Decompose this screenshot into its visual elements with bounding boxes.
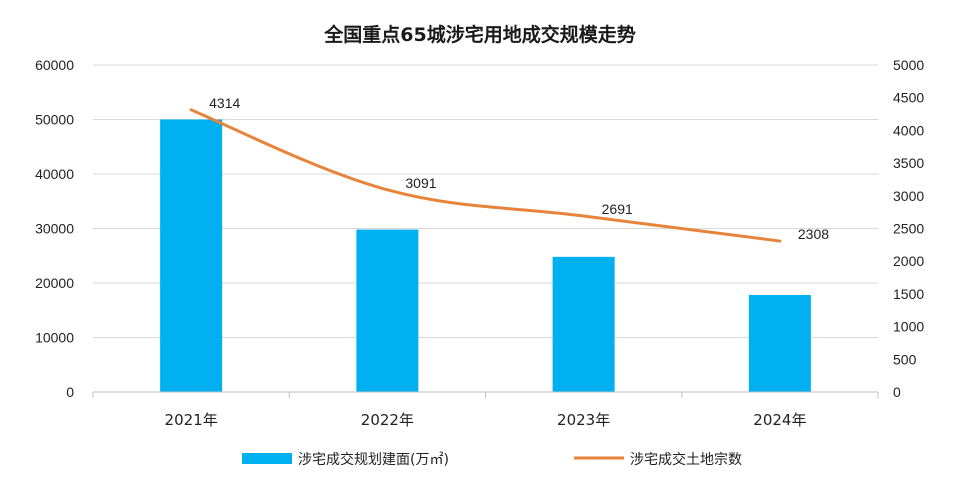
y-right-tick-label: 1000 (893, 319, 924, 335)
y-right-tick-label: 2500 (893, 221, 924, 237)
line-data-labels: 4314 3091 2691 2308 (209, 95, 829, 242)
y-left-tick-label: 0 (66, 384, 74, 400)
left-axis: 0 10000 20000 30000 40000 50000 60000 (35, 57, 74, 400)
line-series (189, 108, 782, 243)
bar-series (160, 119, 811, 392)
legend-label-line: 涉宅成交土地宗数 (630, 451, 742, 468)
y-left-tick-label: 40000 (35, 166, 74, 182)
y-right-tick-label: 1500 (893, 286, 924, 302)
x-tick-label: 2022年 (361, 411, 414, 429)
bar (160, 119, 223, 392)
data-label: 2308 (798, 226, 829, 242)
y-left-tick-label: 30000 (35, 221, 74, 237)
bar (552, 256, 615, 392)
x-tick-label: 2021年 (165, 411, 218, 429)
line-path (189, 108, 782, 243)
y-right-tick-label: 5000 (893, 57, 924, 73)
bar (356, 229, 419, 392)
data-label: 2691 (602, 201, 633, 217)
x-axis: 2021年 2022年 2023年 2024年 (92, 392, 879, 429)
y-right-tick-label: 3000 (893, 188, 924, 204)
right-axis: 0 500 1000 1500 2000 2500 3000 3500 4000 4500 5000 (893, 57, 924, 400)
x-tick-label: 2023年 (557, 411, 610, 429)
y-right-tick-label: 4000 (893, 122, 924, 138)
y-left-tick-label: 20000 (35, 275, 74, 291)
y-right-tick-label: 500 (893, 351, 917, 367)
y-left-tick-label: 60000 (35, 57, 74, 73)
y-right-tick-label: 2000 (893, 253, 924, 269)
chart-title: 全国重点65城涉宅用地成交规模走势 (323, 23, 635, 46)
legend-label-bars: 涉宅成交规划建面(万㎡) (298, 451, 449, 468)
legend: 涉宅成交规划建面(万㎡) 涉宅成交土地宗数 (242, 451, 742, 468)
y-left-tick-label: 10000 (35, 330, 74, 346)
y-right-tick-label: 4500 (893, 90, 924, 106)
legend-swatch-bars (242, 453, 292, 464)
x-tick-label: 2024年 (753, 411, 806, 429)
gridlines (93, 64, 878, 338)
y-right-tick-label: 0 (893, 384, 901, 400)
data-label: 4314 (209, 95, 240, 111)
y-right-tick-label: 3500 (893, 155, 924, 171)
data-label: 3091 (405, 175, 436, 191)
bar (748, 294, 811, 392)
y-left-tick-label: 50000 (35, 112, 74, 128)
